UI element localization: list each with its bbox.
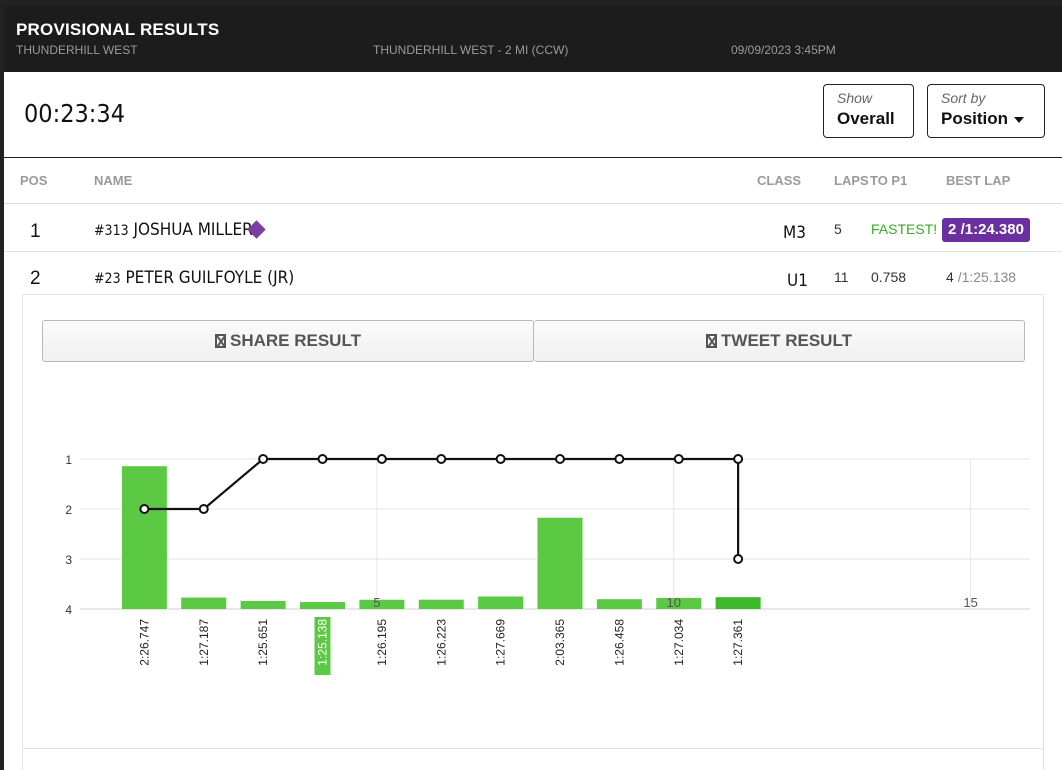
lap-bar <box>359 599 405 609</box>
share-result-label: SHARE RESULT <box>230 331 361 350</box>
lap-bar <box>715 597 761 609</box>
position-point <box>555 454 565 464</box>
position-point <box>673 454 684 464</box>
lap-bar <box>418 599 464 609</box>
lap-time-label: 1:27.361 <box>731 619 745 666</box>
lap-time-label: 2:03.365 <box>553 619 567 666</box>
col-pos: POS <box>20 173 48 188</box>
row-divider <box>4 203 1062 204</box>
lap-bar <box>537 517 583 609</box>
show-selector[interactable]: Show Overall <box>823 84 914 138</box>
best-lap-highlight <box>314 617 331 675</box>
best-lap-num: 4 <box>946 269 954 285</box>
best-lap-badge: 2 /1:24.380 <box>942 218 1030 242</box>
y-tick-label: 3 <box>65 553 72 567</box>
show-label: Show <box>837 90 873 106</box>
share-icon <box>215 334 226 348</box>
page-title: PROVISIONAL RESULTS <box>16 20 220 39</box>
col-class: CLASS <box>757 173 802 188</box>
show-value: Overall <box>837 109 895 128</box>
header-divider <box>4 157 1062 158</box>
best-lap-num: 2 <box>948 221 957 238</box>
session-timer: 00:23:34 <box>24 99 126 128</box>
row-to-p1: 0.758 <box>871 269 907 285</box>
col-laps: LAPS <box>834 173 869 188</box>
col-name: NAME <box>94 173 133 188</box>
row-to-p1: FASTEST! <box>871 221 938 237</box>
sort-selector[interactable]: Sort by Position <box>927 84 1045 138</box>
row-class: U1 <box>787 271 808 291</box>
lap-time-label: 1:26.195 <box>375 619 389 666</box>
lap-bar <box>596 599 642 609</box>
driver-name: PETER GUILFOYLE (JR) <box>125 268 295 288</box>
share-result-button[interactable]: SHARE RESULT <box>42 320 534 362</box>
position-point <box>198 504 209 514</box>
lap-chart: 1 2 3 4 2:26.747 1:27.187 1:25.651 1:25.138 1:26… <box>65 453 1030 675</box>
lap-time-label: 1:27.187 <box>197 619 211 666</box>
y-tick-label: 4 <box>65 603 72 617</box>
x-tick-label: 15 <box>963 595 977 610</box>
position-point <box>614 454 625 464</box>
lap-time-label: 1:26.458 <box>612 619 626 666</box>
position-point <box>376 454 387 464</box>
row-class: M3 <box>783 223 806 243</box>
position-point <box>733 554 744 564</box>
car-number: #23 <box>94 271 121 287</box>
panel-divider <box>22 748 1044 749</box>
sort-value-wrap: Position <box>941 109 1031 129</box>
session-datetime: 09/09/2023 3:45PM <box>731 43 836 57</box>
y-tick-label: 2 <box>65 503 72 517</box>
position-point <box>495 454 506 464</box>
position-point <box>139 504 150 514</box>
lap-time-label: 1:26.223 <box>434 619 448 666</box>
x-tick-label: 5 <box>373 595 380 610</box>
row-best-lap: 4 /1:25.138 <box>946 269 1016 285</box>
position-point <box>258 454 269 464</box>
lap-bar <box>121 466 167 609</box>
lap-time-label: 1:25.651 <box>256 619 270 666</box>
row-driver: #23 PETER GUILFOYLE (JR) <box>94 268 294 288</box>
track-name: THUNDERHILL WEST <box>16 43 138 57</box>
col-to-p1: TO P1 <box>870 173 908 188</box>
course-name: THUNDERHILL WEST - 2 MI (CCW) <box>373 43 569 57</box>
twitter-icon <box>706 334 718 348</box>
lap-time-label: 1:27.034 <box>672 619 686 666</box>
car-number: #313 <box>94 223 129 239</box>
y-tick-label: 1 <box>65 453 72 467</box>
row-pos: 2 <box>30 268 41 289</box>
lap-bar <box>181 597 227 609</box>
lap-time-label: 1:25.138 <box>316 619 330 666</box>
tweet-result-button[interactable]: TWEET RESULT <box>534 320 1025 362</box>
chevron-down-icon <box>1014 116 1025 123</box>
row-laps: 11 <box>834 269 849 285</box>
lap-time-label: 1:27.669 <box>494 619 508 666</box>
driver-name: JOSHUA MILLER <box>133 220 253 240</box>
header-bar: PROVISIONAL RESULTS THUNDERHILL WEST THU… <box>4 6 1062 72</box>
best-lap-time: /1:25.138 <box>957 269 1017 285</box>
best-lap-time: /1:24.380 <box>960 221 1024 238</box>
row-laps: 5 <box>834 221 842 237</box>
lap-bar <box>300 602 345 609</box>
lap-bar <box>240 600 286 609</box>
row-pos: 1 <box>30 221 41 242</box>
position-point <box>733 454 744 464</box>
col-best-lap: BEST LAP <box>946 173 1011 188</box>
lap-bar <box>656 597 702 609</box>
position-point <box>436 454 447 464</box>
row-driver: #313 JOSHUA MILLER <box>94 220 253 240</box>
lap-bar <box>478 596 524 609</box>
position-point <box>317 454 328 464</box>
position-line <box>144 457 740 559</box>
results-page: PROVISIONAL RESULTS THUNDERHILL WEST THU… <box>4 6 1062 770</box>
sort-value: Position <box>941 109 1009 128</box>
driver-detail-panel <box>22 294 1044 770</box>
row-divider <box>4 251 1062 252</box>
sort-label: Sort by <box>941 90 986 106</box>
x-tick-label: 10 <box>667 595 681 610</box>
tweet-result-label: TWEET RESULT <box>721 331 852 350</box>
lap-time-label: 2:26.747 <box>137 619 151 666</box>
